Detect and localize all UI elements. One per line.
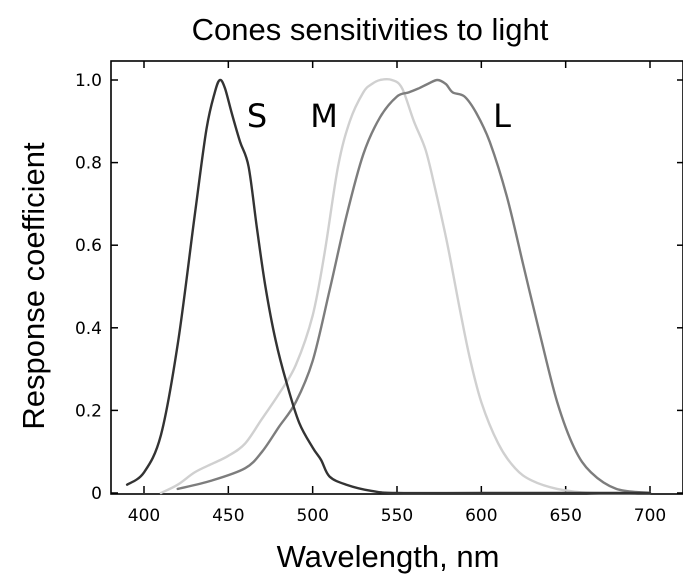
series-curves <box>125 78 652 495</box>
series-line-m <box>159 78 652 495</box>
x-tick-label: 600 <box>465 506 497 526</box>
plot-frame <box>110 60 683 495</box>
y-tick-label: 0.8 <box>75 154 102 174</box>
chart-title: Cones sensitivities to light <box>192 12 549 47</box>
x-tick-label: 400 <box>128 506 160 526</box>
series-label-l: L <box>493 97 511 135</box>
y-tick-label: 1.0 <box>75 71 102 91</box>
y-tick-label: 0 <box>91 484 102 504</box>
x-tick-label: 450 <box>212 506 244 526</box>
x-tick-label: 650 <box>549 506 581 526</box>
x-axis-ticks: 400 450 500 550 600 650 700 <box>128 61 666 526</box>
y-axis-ticks: 0 0.2 0.4 0.6 0.8 1.0 <box>75 71 683 504</box>
y-tick-label: 0.2 <box>75 401 102 421</box>
x-tick-label: 500 <box>296 506 328 526</box>
series-line-l <box>176 78 652 495</box>
y-tick-label: 0.6 <box>75 236 102 256</box>
series-label-s: S <box>247 97 267 135</box>
x-axis-label: Wavelength, nm <box>277 539 500 574</box>
y-axis-label: Response coefficient <box>16 142 51 430</box>
series-line-s <box>125 78 652 495</box>
x-tick-label: 700 <box>634 506 666 526</box>
y-tick-label: 0.4 <box>75 319 102 339</box>
x-tick-label: 550 <box>381 506 413 526</box>
series-label-m: M <box>310 97 338 135</box>
